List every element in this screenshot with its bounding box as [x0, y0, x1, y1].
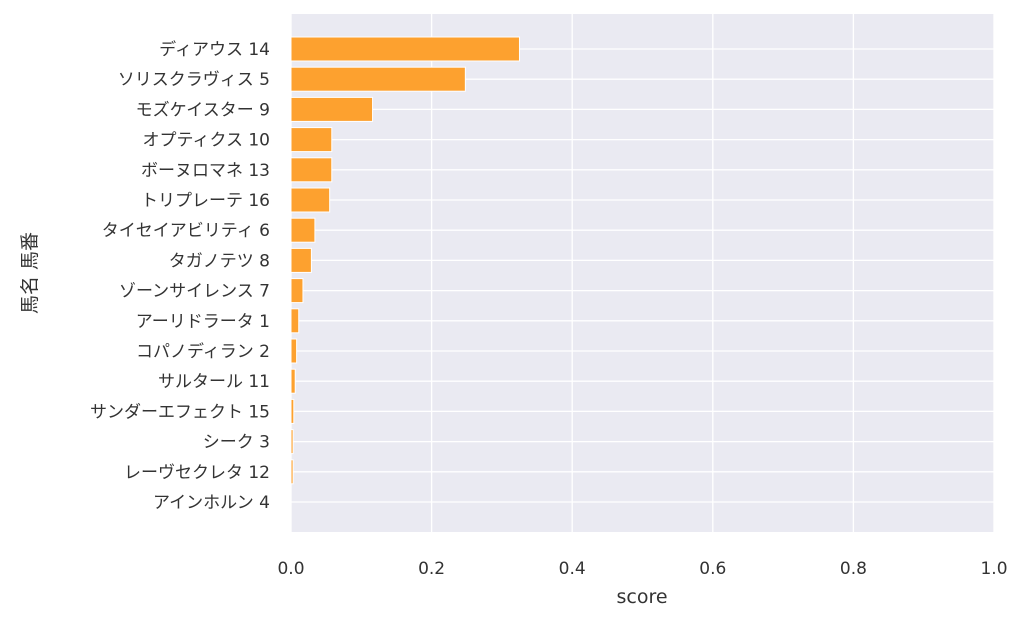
y-tick-label: シーク 3	[203, 433, 270, 453]
bar	[290, 187, 331, 213]
y-tick-label: アインホルン 4	[153, 493, 270, 513]
bar	[290, 217, 316, 243]
bar	[290, 368, 296, 394]
y-tick-label: トリプレーテ 16	[141, 191, 270, 211]
y-tick-label: レーヴセクレタ 12	[124, 463, 270, 483]
x-axis-label: score	[616, 586, 667, 608]
x-tick-label: 0.4	[559, 559, 586, 579]
bar	[290, 398, 295, 424]
gridlines	[290, 14, 995, 532]
bar	[290, 278, 304, 304]
bar	[290, 338, 298, 364]
bar	[290, 247, 312, 273]
bar	[290, 308, 300, 334]
y-tick-label: コパノディラン 2	[136, 341, 270, 362]
y-tick-labels: ディアウス 14 ソリスクラヴィス 5 モズケイスター 9 オプティクス 10 ボーヌロ…	[90, 39, 270, 513]
x-tick-label: 0.0	[277, 559, 304, 579]
y-tick-label: アーリドラータ 1	[136, 312, 270, 332]
y-tick-label: モズケイスター 9	[136, 100, 270, 120]
x-tick-label: 0.2	[418, 559, 445, 579]
plot-background	[291, 14, 994, 532]
y-tick-label: タガノテツ 8	[169, 251, 270, 271]
bar	[290, 459, 294, 485]
bar	[290, 157, 333, 183]
y-tick-label: タイセイアビリティ 6	[102, 221, 270, 241]
x-tick-labels: 0.0 0.2 0.4 0.6 0.8 1.0	[277, 559, 1007, 579]
y-tick-label: ディアウス 14	[159, 39, 270, 60]
x-tick-label: 0.8	[840, 559, 867, 579]
y-tick-label: サンダーエフェクト 15	[90, 402, 270, 422]
y-tick-label: ソリスクラヴィス 5	[118, 70, 270, 90]
bar	[290, 36, 520, 62]
bar	[290, 66, 466, 92]
x-tick-label: 1.0	[980, 559, 1007, 579]
bar	[290, 96, 374, 122]
y-tick-label: サルタール 11	[158, 372, 270, 392]
bars	[290, 36, 520, 485]
y-tick-label: ゾーンサイレンス 7	[119, 282, 270, 302]
x-tick-label: 0.6	[699, 559, 726, 579]
y-tick-label: オプティクス 10	[142, 131, 270, 151]
bar	[290, 429, 294, 455]
y-axis-label: 馬名 馬番	[19, 232, 41, 314]
bar	[290, 127, 333, 153]
y-tick-label: ボーヌロマネ 13	[141, 161, 270, 181]
